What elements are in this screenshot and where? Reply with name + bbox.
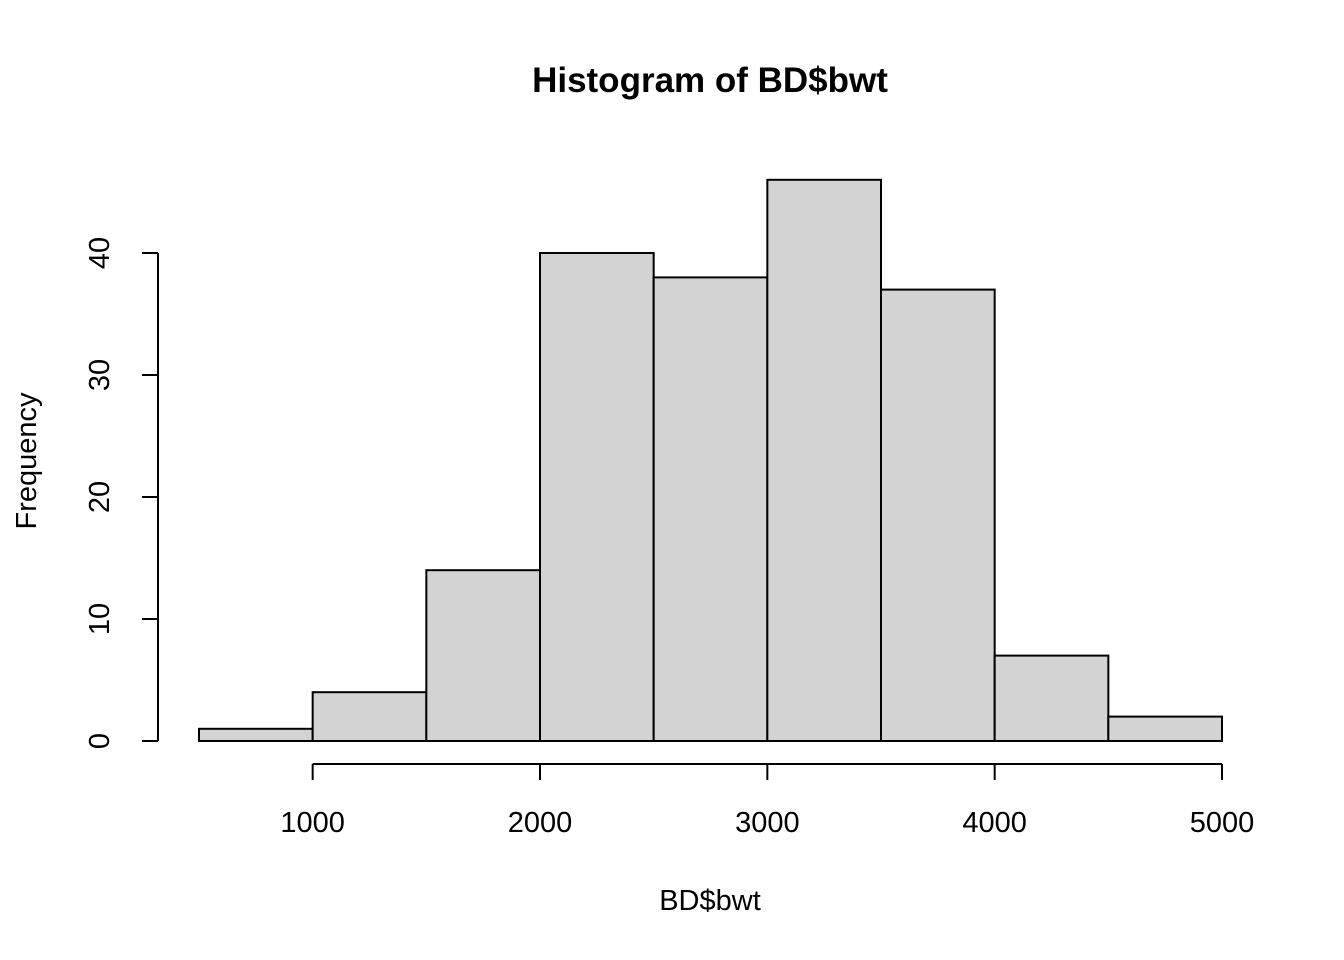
x-tick-label-3: 4000 — [962, 807, 1027, 839]
histogram-bar-1 — [311, 691, 428, 743]
histogram-bar-0 — [198, 727, 314, 742]
x-tick-label-4: 5000 — [1190, 807, 1255, 839]
histogram-bar-4 — [652, 276, 769, 742]
bars-group — [198, 178, 1224, 743]
y-tick-label-3: 30 — [84, 359, 116, 391]
histogram-bar-3 — [539, 252, 655, 742]
histogram-bar-5 — [766, 178, 882, 743]
histogram-bar-6 — [880, 288, 996, 742]
y-axis-label: Frequency — [11, 392, 43, 530]
x-tick-label-1: 2000 — [508, 807, 573, 839]
y-tick-label-1: 10 — [84, 603, 116, 635]
x-axis: 1000 2000 3000 4000 5000 — [280, 763, 1255, 839]
x-tick-label-0: 1000 — [280, 807, 345, 839]
x-axis-label: BD$bwt — [659, 885, 761, 917]
x-tick-label-2: 3000 — [735, 807, 800, 839]
y-tick-label-4: 40 — [84, 237, 116, 269]
y-tick-label-2: 20 — [84, 481, 116, 513]
histogram-bar-7 — [993, 654, 1110, 742]
histogram-bar-8 — [1107, 715, 1224, 742]
chart-title: Histogram of BD$bwt — [532, 61, 888, 100]
y-tick-label-0: 0 — [84, 733, 116, 749]
histogram-bar-2 — [425, 569, 542, 743]
y-axis: 0 10 20 30 40 — [84, 237, 159, 749]
